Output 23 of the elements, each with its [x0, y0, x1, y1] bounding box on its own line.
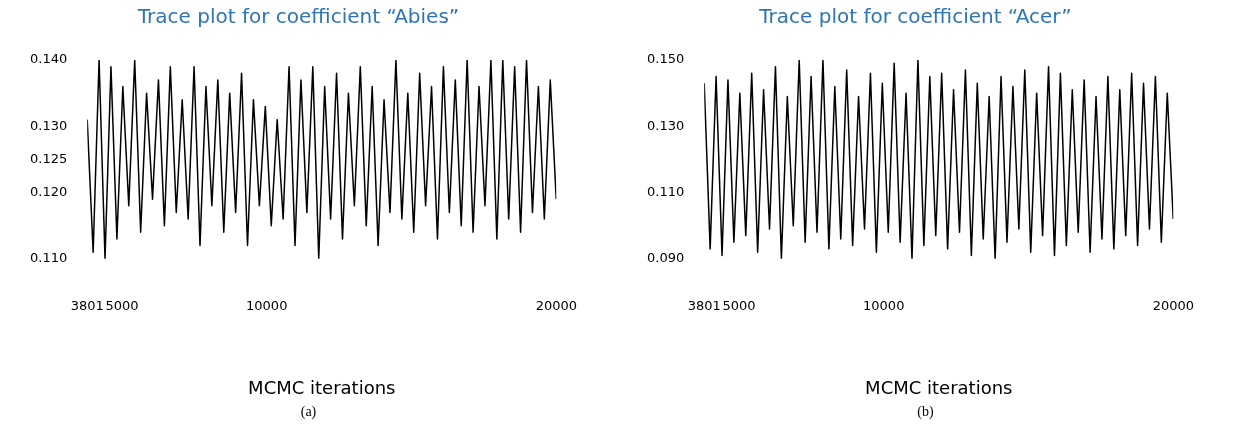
y-tick-label: 0.110	[30, 250, 68, 266]
x-tick-label: 10000	[863, 297, 905, 313]
x-tick-label: 5000	[105, 297, 139, 313]
y-tick-label: 0.140	[30, 51, 68, 67]
y-tick-label: 0.090	[647, 250, 685, 266]
chart-title: Trace plot for coefficient “Abies”	[136, 4, 460, 29]
text: (b)	[916, 404, 935, 420]
x-axis-title: MCMC iterations	[248, 376, 396, 398]
x-tick-label: 20000	[1152, 297, 1194, 313]
y-tick-label: 0.125	[30, 150, 68, 166]
x-tick-label: 5000	[722, 297, 756, 313]
x-tick-label: 10000	[246, 297, 288, 313]
y-tick-label: 0.130	[30, 117, 68, 133]
y-tick-label: 0.110	[647, 183, 685, 199]
x-tick-label: 3801	[70, 297, 104, 313]
x-tick-label: 3801	[687, 297, 721, 313]
x-axis-title: MCMC iterations	[865, 376, 1013, 398]
text: (a)	[299, 404, 318, 420]
y-tick-label: 0.150	[647, 51, 685, 67]
y-tick-label: 0.120	[30, 183, 68, 199]
chart-title: Trace plot for coefficient “Acer”	[758, 4, 1072, 29]
y-tick-label: 0.130	[647, 117, 685, 133]
x-tick-label: 20000	[535, 297, 577, 313]
